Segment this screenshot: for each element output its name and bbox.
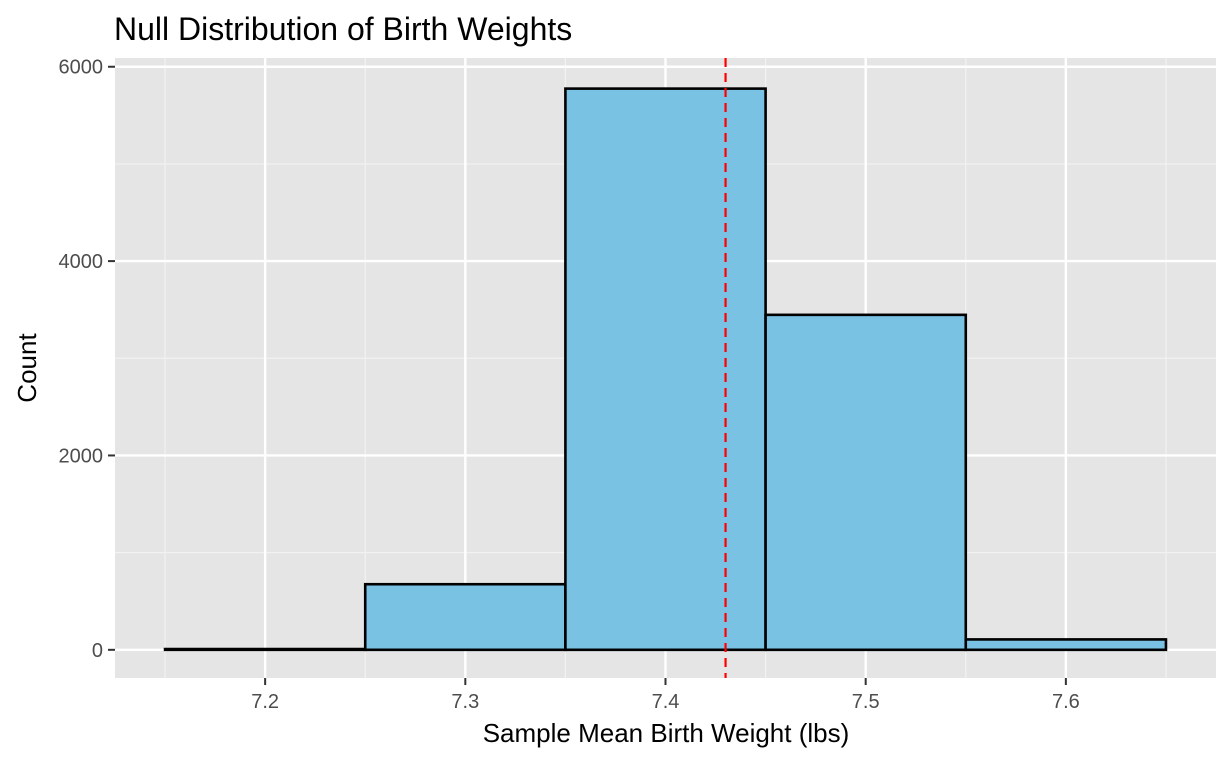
y-axis: 0 2000 4000 6000 xyxy=(59,57,115,662)
x-axis: 7.2 7.3 7.4 7.5 7.6 xyxy=(251,678,1080,713)
histogram-bar-4 xyxy=(764,313,968,652)
y-tick-label: 4000 xyxy=(59,251,104,273)
y-axis-title: Count xyxy=(12,333,42,403)
x-tick-label: 7.3 xyxy=(451,691,479,713)
x-tick-label: 7.4 xyxy=(652,691,680,713)
x-tick-label: 7.2 xyxy=(251,691,279,713)
y-tick-label: 6000 xyxy=(59,57,104,79)
chart-title: Null Distribution of Birth Weights xyxy=(114,11,572,47)
y-tick-label: 0 xyxy=(92,640,103,662)
histogram-bar-5 xyxy=(964,638,1168,652)
x-tick-label: 7.5 xyxy=(852,691,880,713)
histogram-bar-2 xyxy=(363,582,567,652)
x-axis-title: Sample Mean Birth Weight (lbs) xyxy=(483,718,850,748)
x-tick-label: 7.6 xyxy=(1052,691,1080,713)
histogram-bar-3 xyxy=(564,87,767,652)
histogram-bar-1 xyxy=(163,647,367,652)
y-tick-label: 2000 xyxy=(59,445,104,467)
histogram-bars xyxy=(163,87,1168,652)
